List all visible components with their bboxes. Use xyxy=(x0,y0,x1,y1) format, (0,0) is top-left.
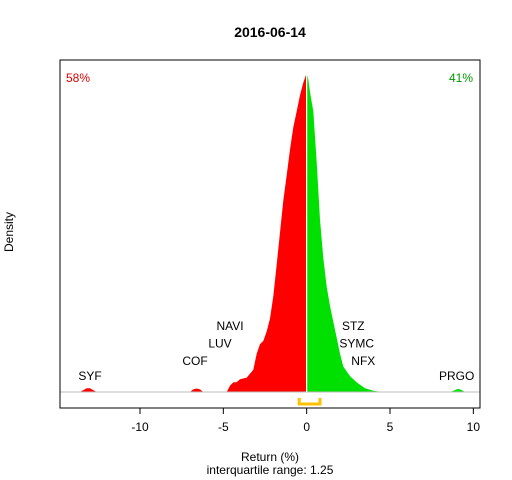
x-tick-label: 5 xyxy=(387,420,394,434)
x-tick-label: 10 xyxy=(467,420,481,434)
ticker-label: COF xyxy=(182,354,207,368)
x-axis: -10 -5 0 5 10 xyxy=(131,408,480,434)
negative-share-label: 58% xyxy=(66,71,90,85)
iqr-subtitle: interquartile range: 1.25 xyxy=(207,463,334,477)
ticker-label: STZ xyxy=(342,319,365,333)
ticker-label: NFX xyxy=(351,354,375,368)
negative-density-area xyxy=(60,73,307,392)
plot-box xyxy=(59,59,481,409)
iqr-bracket xyxy=(297,398,322,406)
ticker-label: LUV xyxy=(208,336,231,350)
positive-share-label: 41% xyxy=(449,71,473,85)
x-axis-label: Return (%) xyxy=(241,450,299,464)
y-axis-label: Density xyxy=(2,212,16,252)
ticker-label: SYF xyxy=(78,369,101,383)
chart-title: 2016-06-14 xyxy=(234,24,306,40)
positive-density-area xyxy=(306,73,480,392)
ticker-label: SYMC xyxy=(339,336,374,350)
ticker-label: NAVI xyxy=(216,319,243,333)
density-areas xyxy=(60,73,480,393)
x-tick-label: 0 xyxy=(303,420,310,434)
x-tick-label: -10 xyxy=(131,420,149,434)
iqr-bracket-line xyxy=(297,398,322,406)
x-tick-label: -5 xyxy=(218,420,229,434)
ticker-label: PRGO xyxy=(439,369,474,383)
